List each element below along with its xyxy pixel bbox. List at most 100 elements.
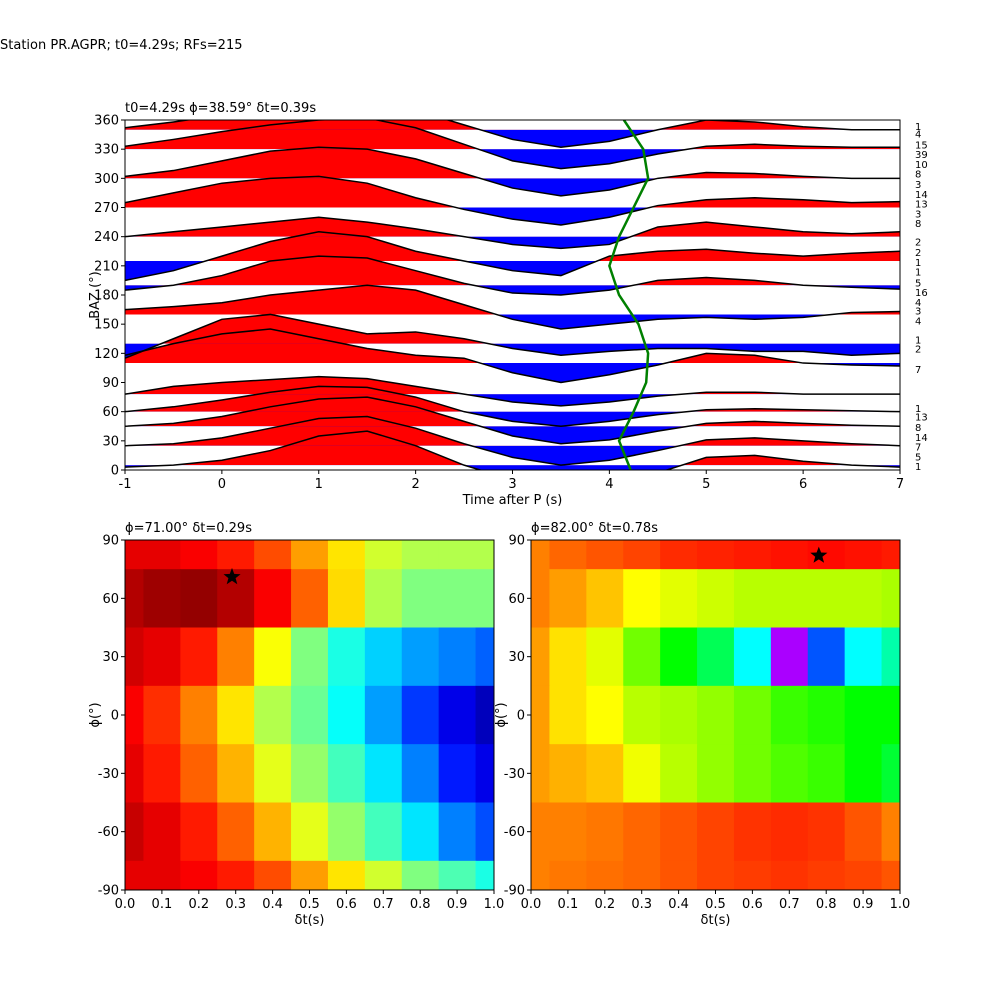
count-label: 14: [915, 433, 928, 444]
heat-cell: [770, 540, 809, 570]
heat-cell: [254, 860, 292, 890]
y-tick-label: 0: [111, 709, 119, 724]
negative-fill: [125, 149, 900, 169]
heat-cell: [438, 802, 477, 862]
heat-cell: [881, 569, 900, 629]
heat-cell: [217, 860, 255, 890]
heat-cell: [844, 802, 883, 862]
heat-cell: [254, 569, 292, 629]
negative-clip: [470, 445, 680, 466]
count-label: 13: [915, 200, 928, 211]
heat-cell: [881, 685, 900, 745]
heat-cell: [549, 860, 587, 890]
count-label: 10: [915, 160, 928, 171]
heat-cell: [697, 569, 735, 629]
best-fit-star: [810, 546, 828, 563]
y-tick-label: 150: [94, 318, 119, 333]
negative-clip: [125, 236, 900, 249]
x-tick-label: 0.7: [373, 897, 394, 912]
x-tick-label: 0.7: [779, 897, 800, 912]
heat-cell: [807, 685, 846, 745]
heat-cell: [180, 802, 218, 862]
heat-cell: [475, 802, 494, 862]
heat-cell: [125, 860, 145, 890]
negative-clip: [125, 394, 900, 406]
heat-cell: [844, 569, 883, 629]
heat-cell: [586, 627, 624, 687]
negative-clip: [480, 129, 658, 148]
heat-cell: [770, 744, 809, 804]
negative-clip: [125, 285, 900, 295]
count-label: 8: [915, 423, 921, 434]
x-tick-label: 0.0: [521, 897, 542, 912]
heat-cell: [770, 685, 809, 745]
x-tick-label: 0.9: [853, 897, 874, 912]
heat-cell: [733, 802, 772, 862]
x-tick-label: 0.0: [115, 897, 136, 912]
positive-clip: [125, 231, 900, 261]
heat-cell: [660, 540, 698, 570]
y-tick-label: 30: [508, 650, 525, 665]
negative-clip: [125, 207, 900, 225]
heat-cell: [180, 627, 218, 687]
y-tick-label: 240: [94, 230, 119, 245]
heat-cell: [125, 540, 145, 570]
trace-line: [125, 396, 900, 445]
x-tick-label: 0.5: [705, 897, 726, 912]
negative-fill: [125, 343, 900, 359]
heat-cell: [401, 627, 440, 687]
y-tick-label: 270: [94, 201, 119, 216]
heat-cell: [364, 802, 403, 862]
negative-clip: [125, 465, 900, 470]
y-tick-label: 30: [102, 434, 119, 449]
heat-cell: [364, 569, 403, 629]
x-tick-label: 4: [605, 477, 613, 492]
heat-cell: [327, 569, 366, 629]
heat-cell: [531, 540, 551, 570]
positive-clip: [125, 285, 900, 315]
count-label: 14: [915, 190, 928, 201]
count-label: 4: [915, 130, 921, 141]
x-tick-label: 0.2: [594, 897, 615, 912]
heat-cell: [217, 802, 255, 862]
trace-line: [125, 120, 900, 170]
plot-area: [531, 540, 900, 890]
x-tick-label: 2: [411, 477, 419, 492]
x-tick-label: 0.3: [225, 897, 246, 912]
axes-title: ϕ=82.00° δt=0.78s: [531, 521, 658, 536]
negative-fill: [480, 129, 658, 148]
heat-cell: [623, 802, 661, 862]
heat-cell: [475, 540, 494, 570]
heat-cell: [217, 540, 255, 570]
positive-clip: [125, 120, 900, 130]
heat-cell: [291, 802, 329, 862]
heat-cell: [438, 540, 477, 570]
count-label: 13: [915, 413, 928, 424]
heat-cell: [327, 802, 366, 862]
heat-cell: [180, 569, 218, 629]
y-tick-label: 300: [94, 172, 119, 187]
trace-line: [125, 120, 900, 148]
count-label: 2: [915, 344, 921, 355]
heat-cell: [401, 540, 440, 570]
heat-cell: [180, 860, 218, 890]
trace-line: [125, 216, 900, 250]
count-label: 7: [915, 443, 921, 454]
heat-cell: [143, 802, 181, 862]
y-tick-label: 60: [102, 405, 119, 420]
trace-line: [125, 313, 900, 359]
x-tick-label: 0.6: [336, 897, 357, 912]
x-tick-label: 1: [315, 477, 323, 492]
negative-fill: [496, 314, 833, 330]
y-axis-label: ϕ(°): [88, 702, 103, 727]
negative-clip: [480, 178, 658, 196]
heat-cell: [475, 569, 494, 629]
heat-cell: [807, 744, 846, 804]
heat-cell: [660, 802, 698, 862]
trace-line: [125, 231, 900, 282]
heat-cell: [143, 744, 181, 804]
positive-fill: [125, 147, 900, 179]
negative-clip: [125, 411, 900, 427]
count-label: 15: [915, 140, 928, 151]
heat-cell: [180, 744, 218, 804]
